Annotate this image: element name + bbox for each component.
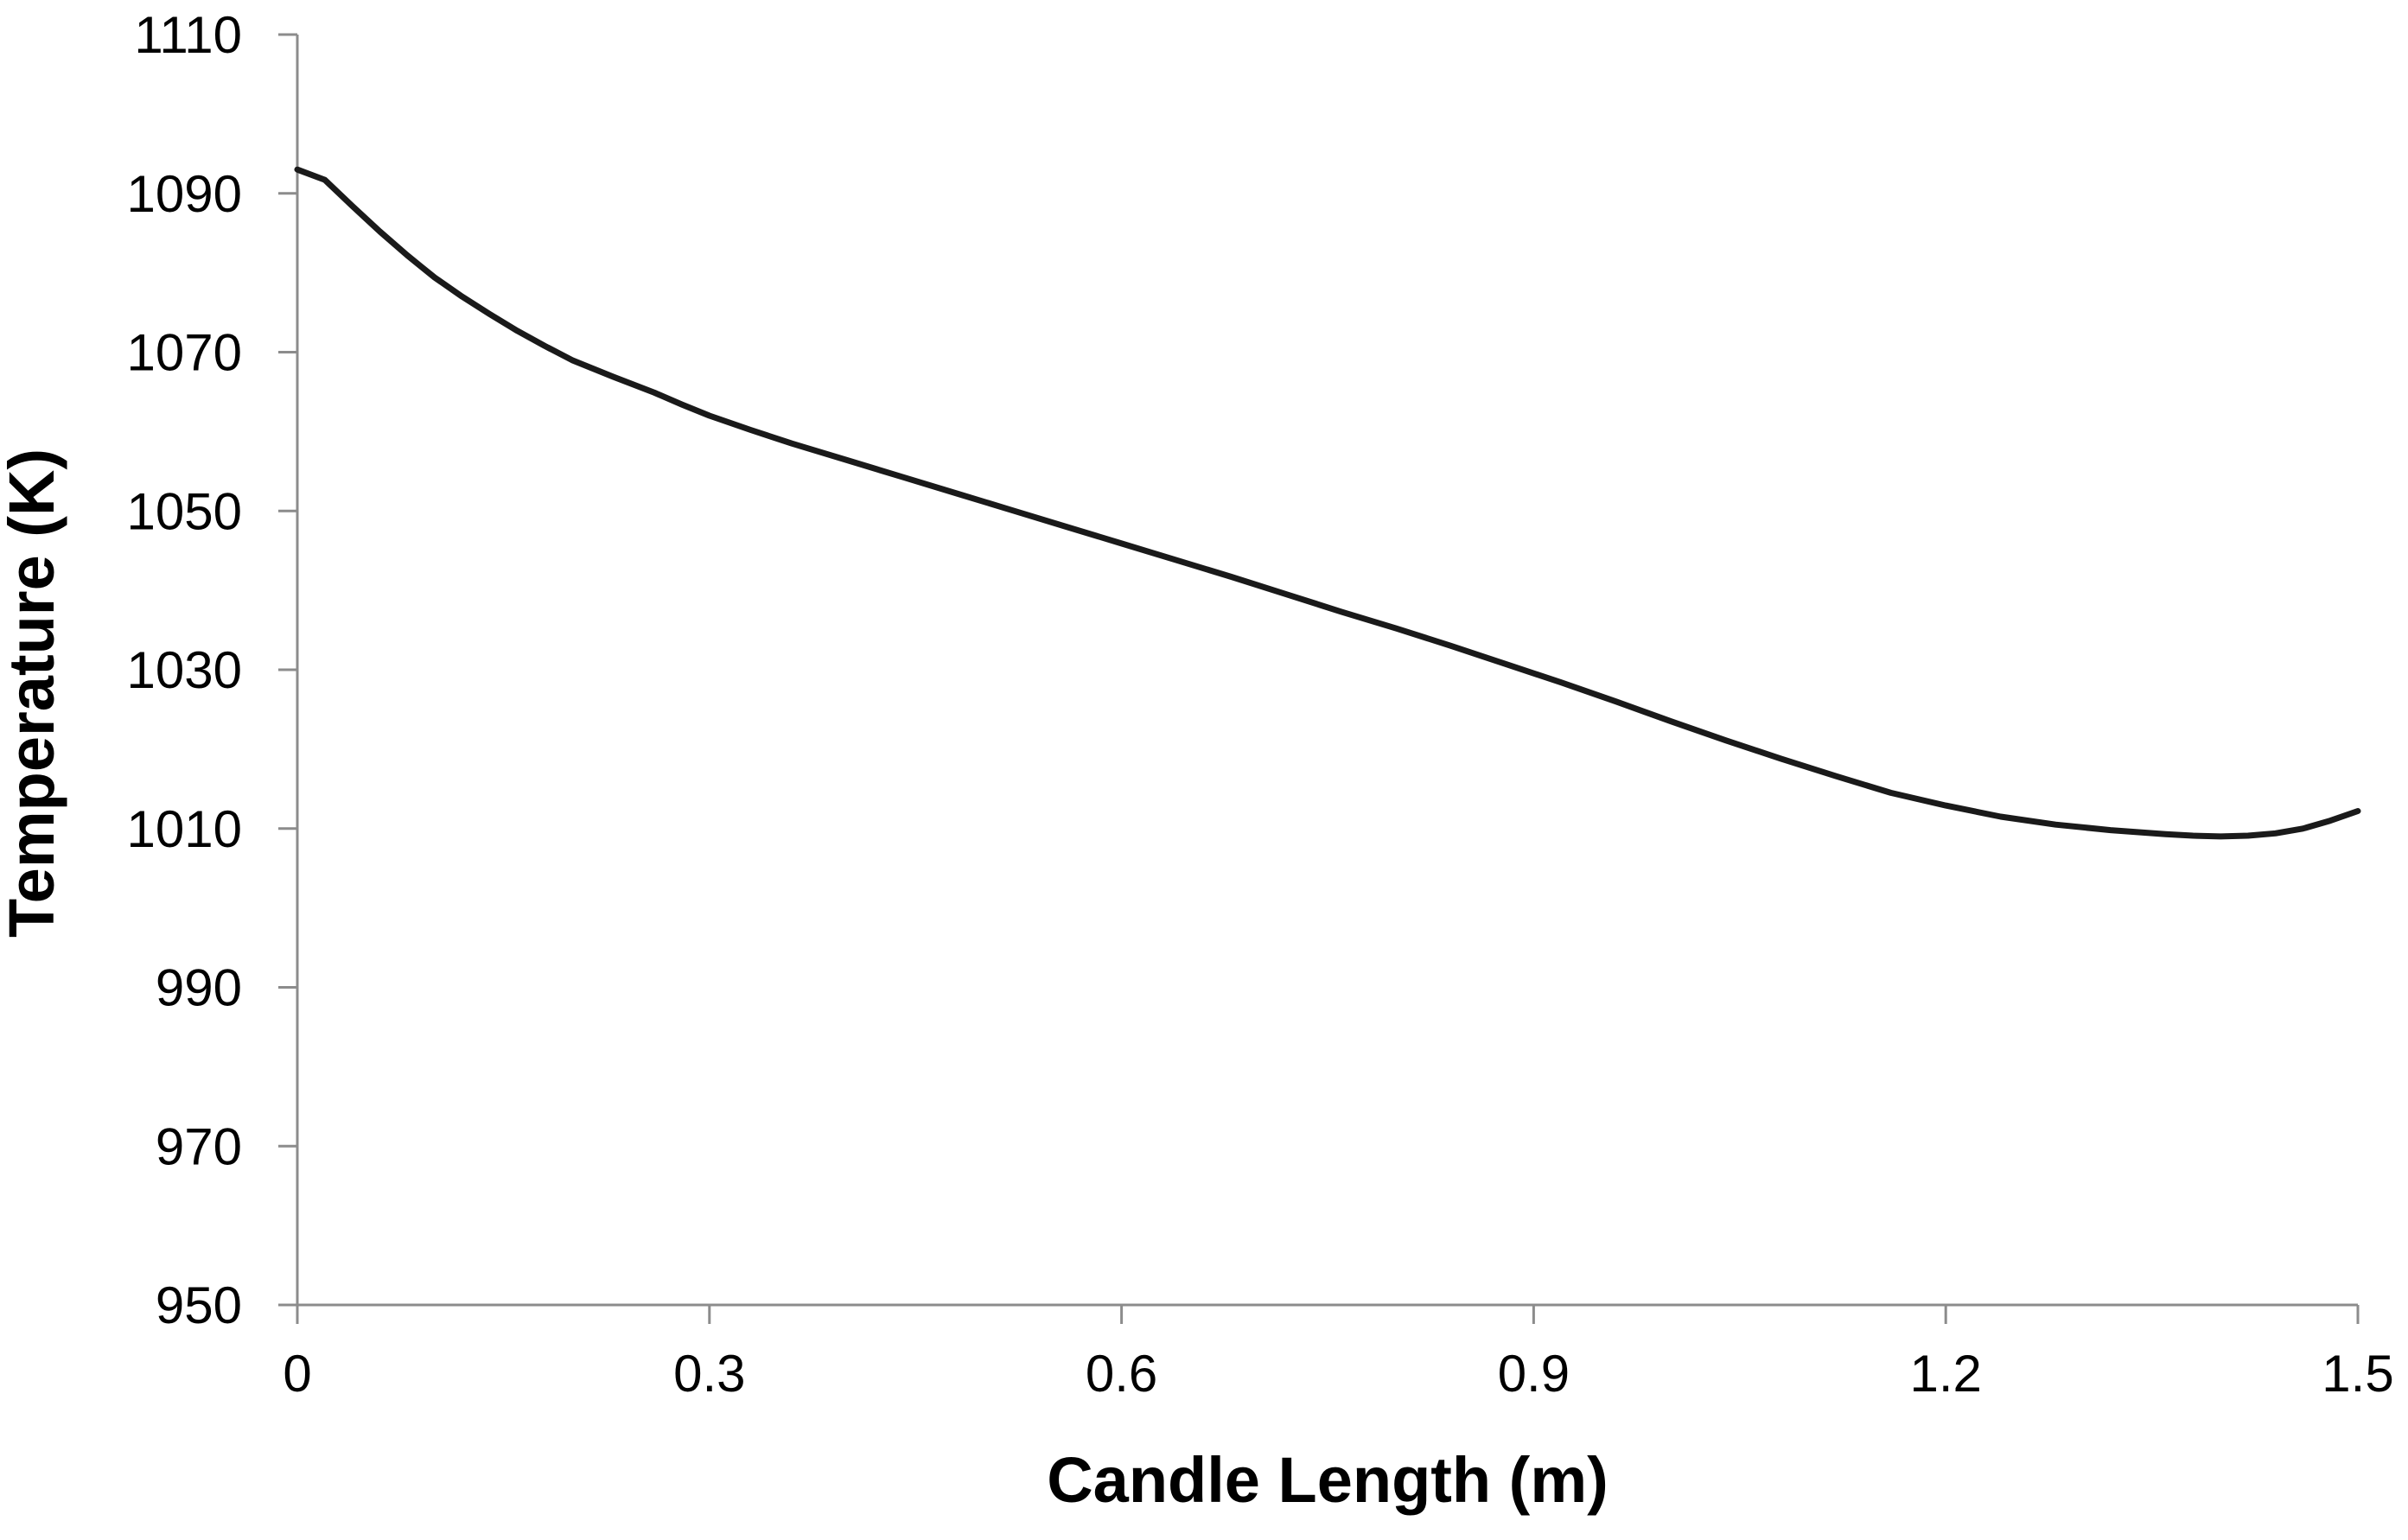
temperature-series-line bbox=[294, 166, 2361, 840]
x-tick-label: 1.2 bbox=[1909, 1345, 1981, 1403]
y-tick-label: 1010 bbox=[127, 800, 242, 858]
x-tick-label: 1.5 bbox=[2322, 1345, 2393, 1403]
x-tick-label: 0 bbox=[283, 1345, 311, 1403]
y-tick-label: 1070 bbox=[127, 324, 242, 382]
y-tick-label: 1030 bbox=[127, 641, 242, 699]
x-tick-label: 0.3 bbox=[673, 1345, 745, 1403]
x-tick-label: 0.9 bbox=[1498, 1345, 1570, 1403]
x-axis: 0 0.3 0.6 0.9 1.2 1.5 bbox=[283, 1303, 2394, 1403]
y-tick-label: 950 bbox=[156, 1276, 242, 1334]
y-axis: 950 970 990 1010 1030 1050 1070 1090 1110 bbox=[127, 6, 299, 1334]
y-tick-label: 970 bbox=[156, 1117, 242, 1175]
series-layer bbox=[294, 166, 2361, 840]
y-tick-label: 1050 bbox=[127, 482, 242, 540]
x-tick-label: 0.6 bbox=[1086, 1345, 1157, 1403]
y-tick-label: 990 bbox=[156, 959, 242, 1017]
x-axis-title: Candle Length (m) bbox=[1047, 1444, 1609, 1516]
y-tick-label: 1110 bbox=[134, 6, 242, 64]
y-axis-title: Temperature (K) bbox=[0, 449, 67, 938]
y-tick-label: 1090 bbox=[127, 165, 242, 223]
